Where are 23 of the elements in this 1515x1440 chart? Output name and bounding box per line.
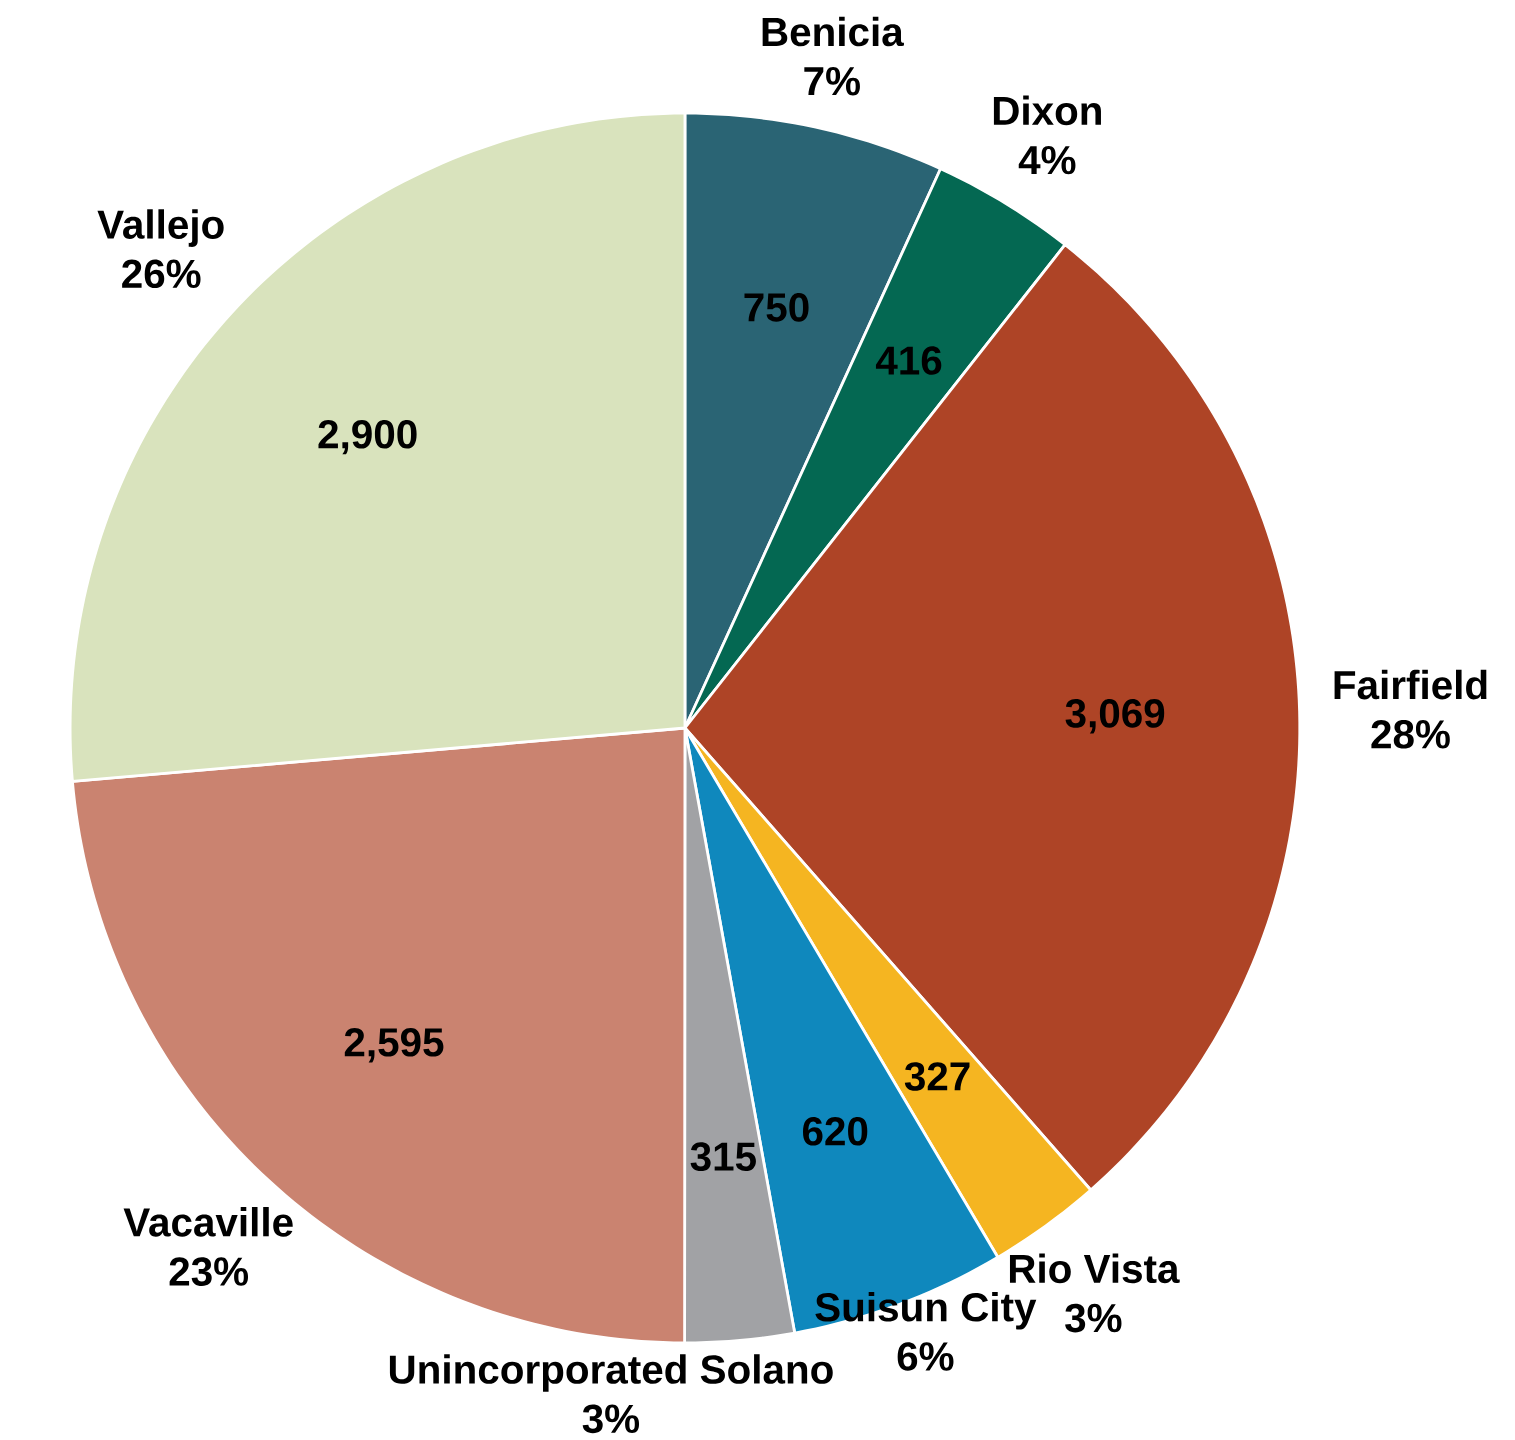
data-label: 315 — [690, 1142, 756, 1171]
slice-label: Unincorporated Solano — [389, 1354, 833, 1392]
slice-label: Vacaville — [123, 1206, 293, 1237]
data-label: 750 — [744, 293, 809, 322]
slice-label: Fairfield — [1334, 669, 1487, 700]
text: 3% — [1065, 1303, 1122, 1333]
slice-label: Benicia — [762, 16, 904, 47]
text: 4% — [1018, 145, 1076, 175]
slice-label: Dixon — [993, 95, 1101, 126]
data-label: 416 — [875, 346, 942, 375]
text: 7% — [804, 66, 860, 96]
text: 26% — [122, 259, 201, 289]
data-label: 327 — [904, 1062, 970, 1091]
text: 6% — [897, 1342, 954, 1371]
data-label: 3,069 — [1065, 699, 1165, 734]
text: 3% — [582, 1404, 640, 1434]
slice-label: Vallejo — [97, 209, 224, 247]
data-label: 620 — [802, 1116, 868, 1146]
text: 28% — [1371, 719, 1450, 749]
data-label: 2,595 — [344, 1027, 444, 1063]
slice-label: Rio Vista — [1009, 1253, 1180, 1284]
text: 23% — [169, 1257, 249, 1286]
data-label: 2,900 — [318, 419, 417, 455]
